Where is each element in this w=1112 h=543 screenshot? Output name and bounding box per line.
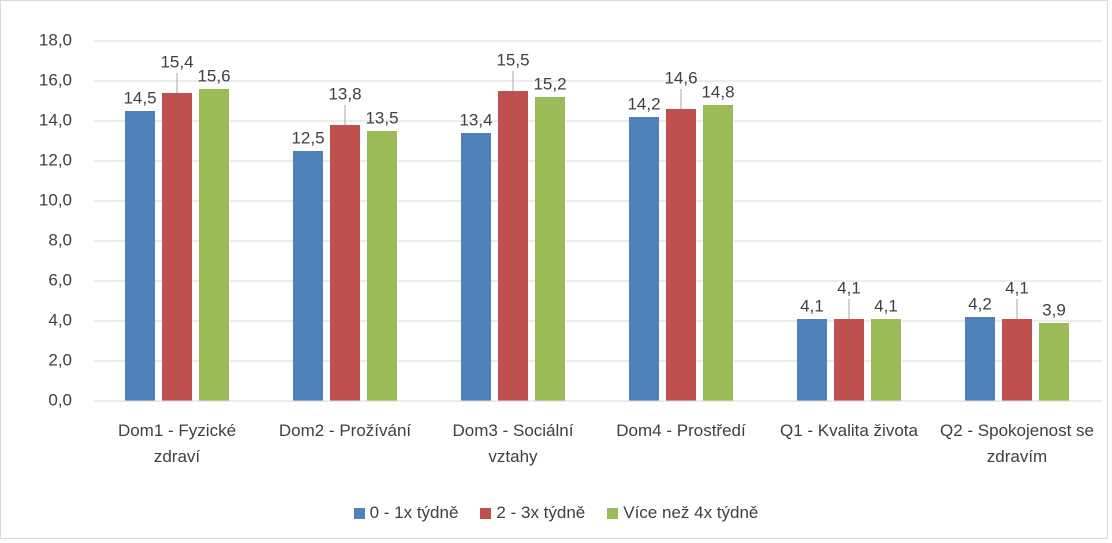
data-label: 13,5 [365, 108, 398, 127]
y-tick-label: 4,0 [48, 310, 72, 329]
bar [330, 125, 360, 401]
legend: 0 - 1x týdně 2 - 3x týdně Více než 4x týdn… [0, 503, 1112, 523]
bar [367, 131, 397, 401]
x-tick-label: Q2 - Spokojenost se zdravím [939, 421, 1095, 466]
legend-label: 0 - 1x týdně [369, 503, 459, 522]
legend-swatch [607, 507, 619, 519]
data-label: 15,4 [160, 52, 193, 71]
data-label: 15,5 [496, 50, 529, 69]
legend-item: Více než 4x týdně [607, 503, 758, 523]
y-tick-label: 16,0 [39, 70, 72, 89]
data-label: 4,1 [1005, 278, 1029, 297]
y-tick-label: 10,0 [39, 190, 72, 209]
data-label: 14,2 [627, 94, 660, 113]
bar [834, 319, 864, 401]
x-tick-label: Dom3 - Sociální vztahy [452, 421, 574, 466]
x-tick-label: Dom2 - Prožívání [278, 421, 412, 440]
bar [461, 133, 491, 401]
data-label: 14,8 [701, 82, 734, 101]
bar [1039, 323, 1069, 401]
data-label: 14,5 [123, 88, 156, 107]
bar [498, 91, 528, 401]
bar [871, 319, 901, 401]
data-label: 4,1 [800, 296, 824, 315]
bar [1002, 319, 1032, 401]
bar [293, 151, 323, 401]
bar [703, 105, 733, 401]
y-tick-label: 2,0 [48, 350, 72, 369]
data-label: 13,4 [459, 110, 492, 129]
bar [629, 117, 659, 401]
data-label: 14,6 [664, 68, 697, 87]
data-label: 15,6 [197, 66, 230, 85]
data-label: 4,2 [968, 294, 992, 313]
bar [797, 319, 827, 401]
bar [162, 93, 192, 401]
y-tick-label: 14,0 [39, 110, 72, 129]
data-label: 3,9 [1042, 300, 1066, 319]
legend-label: 2 - 3x týdně [496, 503, 586, 522]
legend-item: 2 - 3x týdně [480, 503, 585, 523]
y-tick-label: 12,0 [39, 150, 72, 169]
y-tick-label: 18,0 [39, 30, 72, 49]
data-label: 4,1 [874, 296, 898, 315]
bar [666, 109, 696, 401]
data-label: 12,5 [291, 128, 324, 147]
bar [535, 97, 565, 401]
bar [199, 89, 229, 401]
x-tick-label: Dom4 - Prostředí [616, 421, 746, 440]
y-tick-label: 8,0 [48, 230, 72, 249]
bar [125, 111, 155, 401]
data-label: 4,1 [837, 278, 861, 297]
bar [965, 317, 995, 401]
legend-swatch [480, 507, 492, 519]
legend-label: Více než 4x týdně [623, 503, 759, 522]
legend-swatch [353, 507, 365, 519]
data-label: 15,2 [533, 74, 566, 93]
y-tick-label: 0,0 [48, 390, 72, 409]
data-label: 13,8 [328, 84, 361, 103]
x-tick-label: Dom1 - Fyzické zdraví [117, 421, 237, 466]
legend-item: 0 - 1x týdně [353, 503, 459, 523]
x-tick-label: Q1 - Kvalita života [780, 421, 918, 440]
y-tick-label: 6,0 [48, 270, 72, 289]
